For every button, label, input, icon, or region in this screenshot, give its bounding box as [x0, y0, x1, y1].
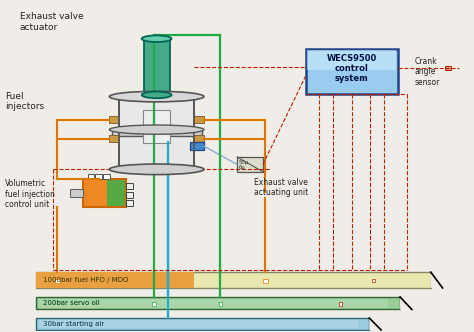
FancyBboxPatch shape	[112, 129, 201, 136]
FancyBboxPatch shape	[338, 302, 342, 305]
FancyBboxPatch shape	[263, 280, 268, 283]
FancyBboxPatch shape	[372, 279, 375, 282]
Text: Exhaust valve
actuating unit: Exhaust valve actuating unit	[254, 178, 308, 197]
Text: 1000bar fuel HFO / MDO: 1000bar fuel HFO / MDO	[43, 277, 128, 283]
FancyBboxPatch shape	[36, 272, 431, 288]
FancyBboxPatch shape	[126, 200, 133, 206]
FancyBboxPatch shape	[70, 189, 83, 198]
Text: 30bar starting air: 30bar starting air	[43, 321, 104, 327]
Ellipse shape	[109, 125, 204, 134]
FancyBboxPatch shape	[194, 135, 204, 142]
Text: Fuel
injectors: Fuel injectors	[5, 92, 45, 111]
FancyBboxPatch shape	[103, 174, 109, 179]
FancyBboxPatch shape	[190, 142, 204, 150]
FancyBboxPatch shape	[36, 297, 400, 309]
FancyBboxPatch shape	[237, 157, 263, 172]
FancyBboxPatch shape	[83, 179, 107, 207]
FancyBboxPatch shape	[95, 174, 102, 179]
FancyBboxPatch shape	[38, 320, 357, 328]
FancyBboxPatch shape	[219, 302, 222, 305]
Ellipse shape	[142, 92, 172, 98]
FancyBboxPatch shape	[55, 280, 60, 283]
Text: 6μ: 6μ	[239, 165, 246, 170]
FancyBboxPatch shape	[306, 49, 398, 94]
FancyBboxPatch shape	[153, 302, 156, 305]
FancyBboxPatch shape	[308, 50, 396, 70]
FancyBboxPatch shape	[36, 318, 369, 330]
Text: Crank
angle
sensor: Crank angle sensor	[414, 57, 439, 87]
FancyBboxPatch shape	[109, 116, 119, 124]
Polygon shape	[400, 297, 412, 311]
Text: Volumetric
fuel injection
control unit: Volumetric fuel injection control unit	[5, 179, 55, 209]
Ellipse shape	[142, 36, 172, 42]
FancyBboxPatch shape	[144, 39, 170, 95]
FancyBboxPatch shape	[38, 299, 388, 307]
Text: 200bar servo oil: 200bar servo oil	[43, 300, 100, 306]
FancyBboxPatch shape	[144, 110, 170, 143]
Ellipse shape	[109, 91, 204, 102]
FancyBboxPatch shape	[119, 97, 194, 169]
FancyBboxPatch shape	[109, 135, 119, 142]
Text: Exhaust valve
actuator: Exhaust valve actuator	[19, 12, 83, 32]
FancyBboxPatch shape	[36, 272, 194, 288]
FancyBboxPatch shape	[445, 66, 451, 70]
Text: WECS9500
control
system: WECS9500 control system	[327, 53, 377, 83]
FancyBboxPatch shape	[88, 174, 94, 179]
Polygon shape	[431, 272, 443, 290]
Ellipse shape	[109, 164, 204, 175]
Polygon shape	[369, 318, 381, 332]
Text: 50μ: 50μ	[239, 160, 249, 165]
FancyBboxPatch shape	[126, 183, 133, 189]
FancyBboxPatch shape	[107, 179, 126, 207]
FancyBboxPatch shape	[126, 192, 133, 198]
FancyBboxPatch shape	[194, 116, 204, 124]
